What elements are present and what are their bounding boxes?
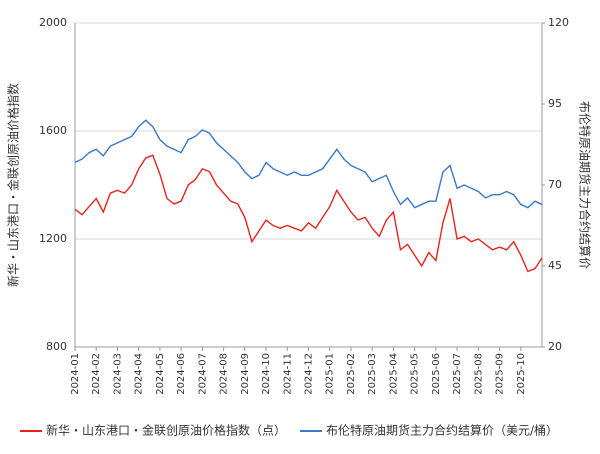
y2-tick-label: 120 [548, 16, 569, 29]
x-tick-label: 2024-04 [134, 353, 145, 395]
x-tick-label: 2025-05 [410, 353, 421, 395]
x-tick-label: 2025-09 [495, 353, 506, 395]
series-line [74, 154, 543, 273]
x-tick-label: 2025-08 [473, 353, 484, 395]
y2-axis-title: 布伦特原油期货主力合约结算价 [578, 101, 593, 269]
x-tick-label: 2024-01 [70, 353, 81, 395]
series-line [74, 119, 543, 209]
y2-tick-label: 70 [548, 178, 562, 191]
y2-tick-label: 20 [548, 340, 562, 353]
x-tick-label: 2025-06 [431, 353, 442, 395]
y2-tick-label: 45 [548, 259, 562, 272]
x-tick-label: 2024-07 [197, 353, 208, 395]
x-tick-label: 2025-01 [325, 353, 336, 395]
x-tick-label: 2025-02 [346, 353, 357, 395]
legend-label: 新华・山东港口・金联创原油价格指数（点） [46, 423, 286, 438]
y-tick-label: 1600 [39, 124, 67, 137]
y-tick-label: 2000 [39, 16, 67, 29]
y-tick-label: 800 [46, 340, 67, 353]
legend-label: 布伦特原油期货主力合约结算价（美元/桶） [326, 423, 558, 438]
x-tick-label: 2024-05 [155, 353, 166, 395]
x-tick-label: 2024-10 [261, 353, 272, 395]
x-tick-label: 2024-12 [304, 353, 315, 395]
x-tick-label: 2025-07 [452, 353, 463, 395]
y-tick-label: 1200 [39, 232, 67, 245]
y-axis-title: 新华・山东港口・金联创原油价格指数 [6, 83, 21, 287]
x-tick-label: 2025-03 [367, 353, 378, 395]
x-tick-label: 2024-09 [240, 353, 251, 395]
y2-tick-label: 95 [548, 97, 562, 110]
x-tick-label: 2024-02 [91, 353, 102, 395]
x-tick-label: 2024-11 [282, 353, 293, 395]
x-tick-label: 2024-03 [112, 353, 123, 395]
x-tick-label: 2024-06 [176, 353, 187, 395]
x-tick-label: 2025-10 [516, 353, 527, 395]
x-tick-label: 2025-04 [388, 353, 399, 395]
x-tick-label: 2024-08 [219, 353, 230, 395]
